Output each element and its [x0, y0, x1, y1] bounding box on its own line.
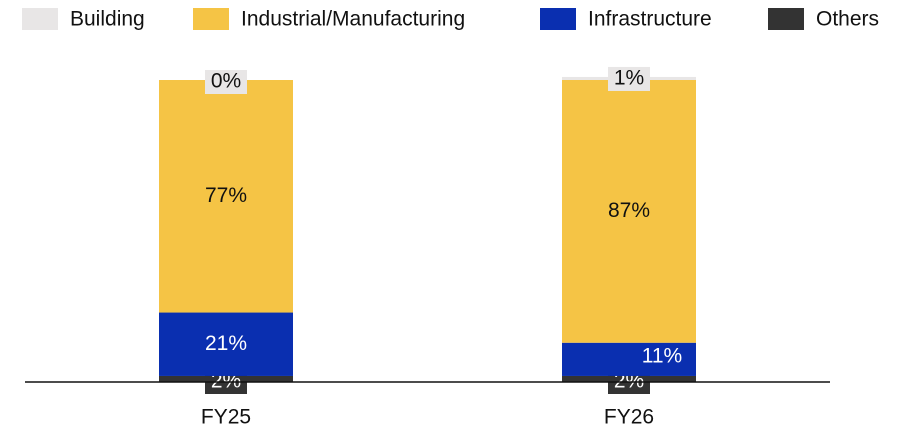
legend-label: Industrial/Manufacturing: [241, 8, 465, 31]
legend-label: Others: [816, 8, 879, 31]
data-label: 87%: [608, 199, 650, 222]
bar-segment: [159, 80, 293, 313]
data-label: 77%: [205, 184, 247, 207]
legend-label: Building: [70, 8, 145, 31]
bar-segment: [562, 80, 696, 343]
legend-swatch: [193, 8, 229, 30]
legend-swatch: [540, 8, 576, 30]
x-tick-label: FY26: [604, 406, 654, 429]
legend-label: Infrastructure: [588, 8, 712, 31]
data-label: 11%: [642, 344, 682, 367]
data-label: 21%: [205, 332, 247, 355]
legend-swatch: [768, 8, 804, 30]
data-label-box: [608, 66, 650, 91]
bar-segment: [159, 312, 293, 376]
data-label-box: [205, 70, 247, 94]
legend-swatch: [22, 8, 58, 30]
data-label: 1%: [614, 67, 644, 90]
data-label: 0%: [211, 70, 241, 93]
bar-segment: [562, 342, 696, 376]
x-tick-label: FY25: [201, 406, 251, 429]
